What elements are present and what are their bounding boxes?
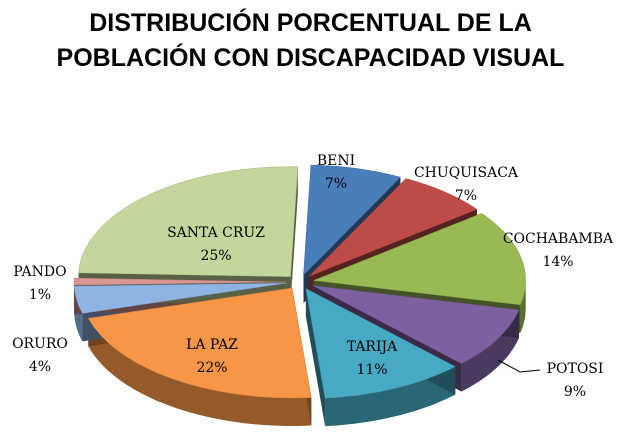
- pie-slice: [312, 285, 520, 364]
- chart-title: DISTRIBUCIÓN PORCENTUAL DE LA POBLACIÓN …: [56, 9, 565, 72]
- pie-slice: [313, 213, 526, 306]
- pie-slice: [303, 164, 401, 276]
- data-label-value: 7%: [325, 176, 347, 192]
- pie-slice: [73, 277, 287, 286]
- pie-slice-side: [461, 309, 519, 392]
- data-label-value: 7%: [455, 188, 477, 204]
- data-label-category: POTOSI: [547, 361, 604, 377]
- data-label-value: 22%: [196, 360, 227, 376]
- data-label-value: 4%: [29, 359, 51, 375]
- pie-slice-side: [88, 318, 312, 426]
- pie-slice-wall: [290, 166, 298, 305]
- data-label-value: 1%: [29, 287, 51, 303]
- pie-slice: [78, 166, 299, 277]
- data-label-category: SANTA CRUZ: [167, 225, 265, 241]
- pie-slice-wall: [305, 288, 326, 427]
- data-label-category: PANDO: [13, 264, 66, 280]
- pie-slice: [308, 178, 478, 277]
- data-label-value: 14%: [542, 254, 573, 270]
- data-label-category: CHUQUISACA: [414, 165, 519, 181]
- pie-slice: [305, 288, 456, 399]
- data-label-category: LA PAZ: [186, 337, 238, 353]
- leader-line: [497, 359, 541, 373]
- pie-slice-side: [325, 366, 456, 427]
- data-label-value: 11%: [356, 362, 387, 378]
- pie-slice: [73, 282, 287, 314]
- pie-slice: [87, 287, 312, 399]
- data-label-category: TARIJA: [347, 339, 398, 355]
- data-label-value: 9%: [564, 384, 586, 400]
- data-label-value: 25%: [200, 248, 231, 264]
- data-label-category: COCHABAMBA: [503, 231, 614, 247]
- data-label-category: BENI: [317, 153, 355, 169]
- data-label-category: ORURO: [12, 336, 68, 352]
